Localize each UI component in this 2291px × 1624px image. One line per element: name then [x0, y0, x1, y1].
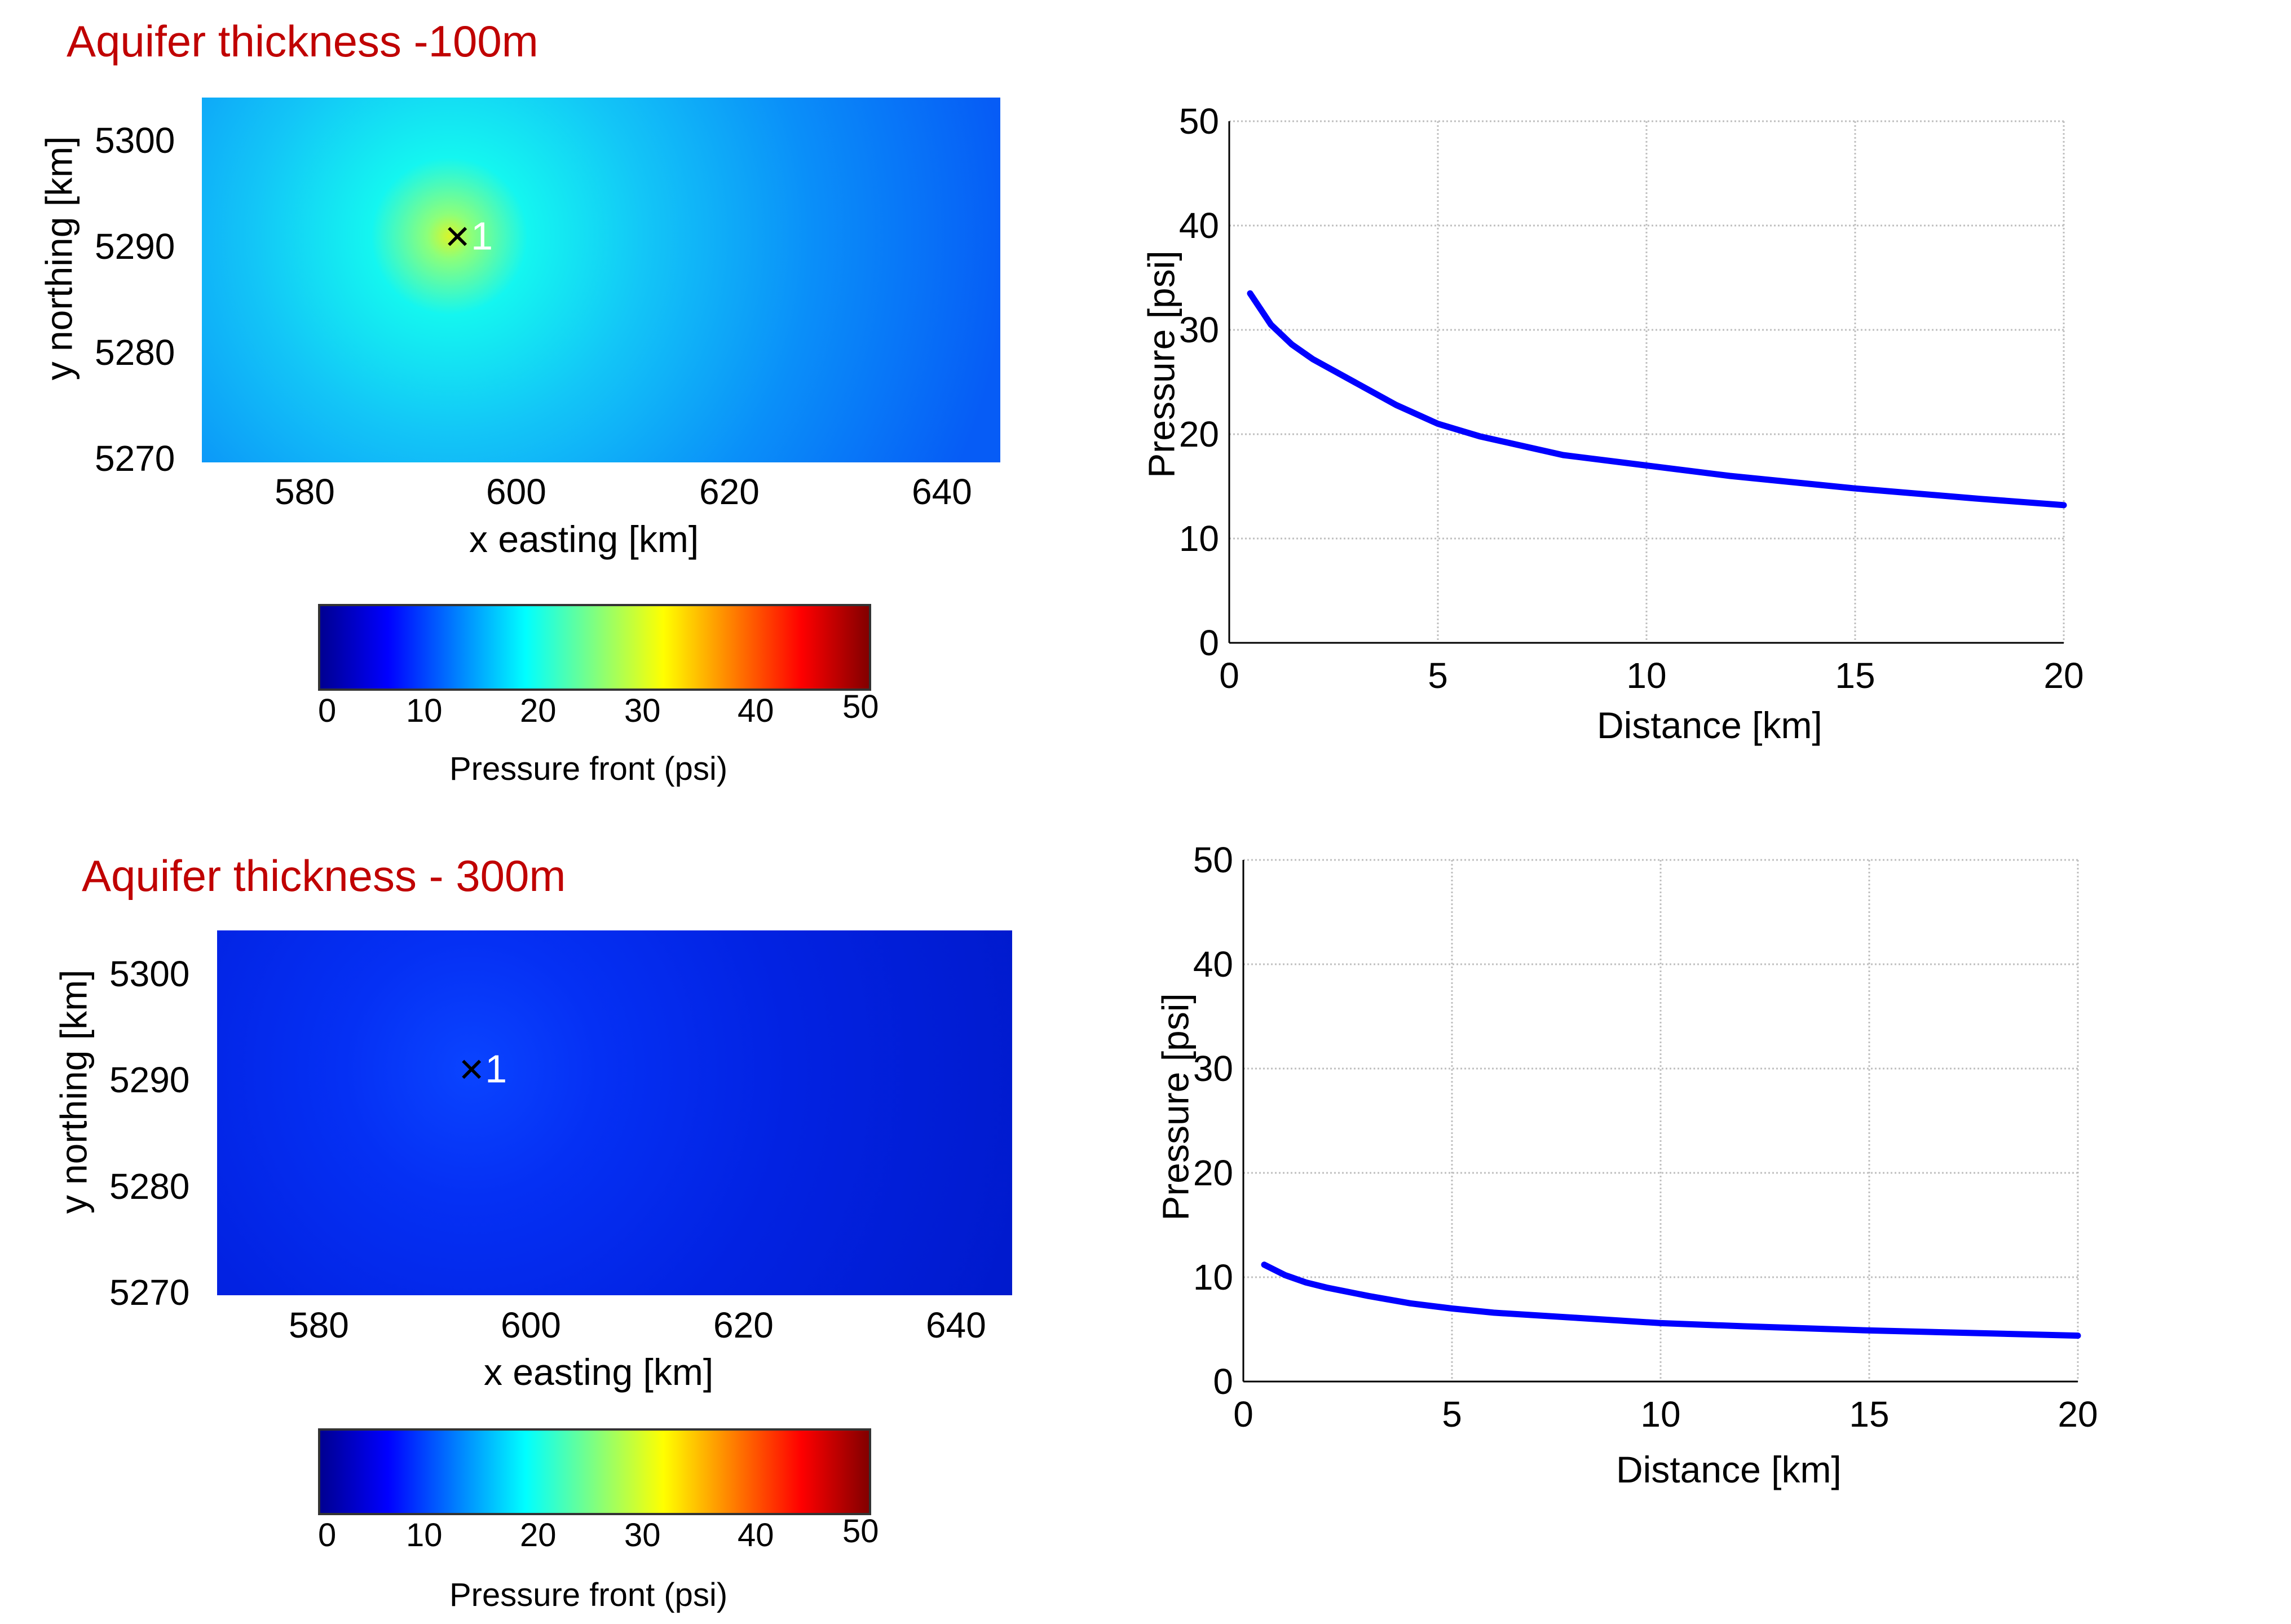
panel-2-title: Aquifer thickness - 300m [82, 851, 566, 901]
panel-2-colorbar-tick: 40 [738, 1517, 774, 1554]
panel-1-colorbar-bar [318, 604, 871, 691]
panel-1-ytick: 5300 [95, 120, 175, 161]
panel-2-well-label: 1 [485, 1047, 507, 1091]
panel-2-pressure-field [217, 930, 1012, 1295]
series-line [1261, 1261, 2081, 1339]
y-tick-label: 30 [1179, 310, 1219, 350]
panel-2-colorbar-tick: 10 [406, 1517, 443, 1554]
y-tick-label: 50 [1193, 840, 1233, 880]
panel-2-ytick: 5270 [109, 1272, 190, 1313]
panel-1-colorbar-tick: 50 [842, 689, 879, 725]
panel-2-colorbar-tick: 50 [842, 1513, 879, 1550]
y-tick-label: 10 [1193, 1257, 1233, 1298]
panel-2-xtick: 600 [501, 1305, 561, 1345]
x-tick-label: 10 [1626, 655, 1666, 696]
panel-1-ytick: 5280 [95, 332, 175, 373]
panel-2-xtick: 640 [926, 1305, 986, 1345]
y-tick-label: 20 [1179, 414, 1219, 454]
panel-2-well-marker: ✕ [458, 1051, 485, 1089]
panel-2-ytick: 5300 [109, 954, 190, 994]
panel-2-colorbar-bar [318, 1428, 871, 1515]
panel-1-map-plot: ✕ 1 [202, 98, 1000, 462]
panel-1-ytick: 5270 [95, 438, 175, 479]
pressure-chart-1-ylabel: Pressure [psi] [1140, 250, 1182, 478]
x-tick-label: 0 [1233, 1394, 1253, 1435]
panel-2-ytick: 5280 [109, 1166, 190, 1207]
panel-2-ytick: 5290 [109, 1060, 190, 1100]
x-tick-label: 10 [1640, 1394, 1680, 1435]
panel-1-colorbar-tick: 10 [406, 692, 443, 729]
panel-1-well-label: 1 [471, 214, 493, 258]
panel-1-well-marker: ✕ [444, 218, 471, 256]
panel-1-xtick: 620 [699, 471, 760, 512]
panel-2-xtick: 620 [713, 1305, 774, 1345]
panel-2-colorbar-tick: 0 [318, 1517, 337, 1554]
x-tick-label: 15 [1835, 655, 1875, 696]
y-tick-label: 0 [1199, 623, 1219, 663]
panel-1-map-xlabel: x easting [km] [469, 518, 699, 560]
panel-1-xtick: 640 [912, 471, 972, 512]
panel-1-colorbar-label: Pressure front (psi) [449, 751, 728, 787]
panel-1-xtick: 600 [486, 471, 546, 512]
pressure-chart-2-ylabel: Pressure [psi] [1154, 993, 1197, 1221]
pressure-chart-2-plot: 0 5 10 15 20 0 10 20 30 40 50 [1193, 840, 2098, 1435]
y-tick-label: 40 [1179, 205, 1219, 246]
y-tick-label: 30 [1193, 1048, 1233, 1089]
x-tick-label: 20 [2043, 655, 2083, 696]
y-tick-label: 20 [1193, 1153, 1233, 1193]
panel-2-map-plot: ✕ 1 [217, 930, 1012, 1295]
panel-2-colorbar-tick: 30 [624, 1517, 661, 1554]
x-tick-label: 0 [1219, 655, 1239, 696]
y-tick-label: 50 [1179, 101, 1219, 142]
panel-1-map-ylabel: y northing [km] [38, 136, 80, 381]
panel-1-ytick: 5290 [95, 226, 175, 267]
panel-2-colorbar-label: Pressure front (psi) [449, 1577, 728, 1613]
x-tick-label: 5 [1428, 655, 1448, 696]
y-tick-label: 0 [1213, 1361, 1233, 1402]
panel-1-colorbar-tick: 30 [624, 692, 661, 729]
pressure-chart-1-plot: 0 5 10 15 20 0 10 20 30 40 50 [1179, 101, 2084, 696]
panel-2-colorbar-tick: 20 [520, 1517, 557, 1554]
panel-1-title: Aquifer thickness -100m [67, 16, 538, 66]
panel-1-pressure-field [202, 98, 1000, 462]
y-tick-label: 40 [1193, 944, 1233, 985]
series-line [1247, 290, 2067, 509]
panel-1-colorbar-tick: 40 [738, 692, 774, 729]
panel-1-xtick: 580 [275, 471, 335, 512]
panel-1-colorbar-tick: 20 [520, 692, 557, 729]
x-tick-label: 5 [1442, 1394, 1462, 1435]
panel-2-map-xlabel: x easting [km] [484, 1351, 714, 1393]
y-tick-label: 10 [1179, 518, 1219, 559]
panel-2-map-ylabel: y northing [km] [52, 969, 95, 1214]
panel-2-xtick: 580 [289, 1305, 349, 1345]
x-tick-label: 20 [2058, 1394, 2098, 1435]
x-tick-label: 15 [1849, 1394, 1889, 1435]
pressure-chart-2-xlabel: Distance [km] [1616, 1449, 1842, 1490]
panel-1-colorbar-tick: 0 [318, 692, 337, 729]
pressure-chart-1-xlabel: Distance [km] [1597, 704, 1822, 746]
